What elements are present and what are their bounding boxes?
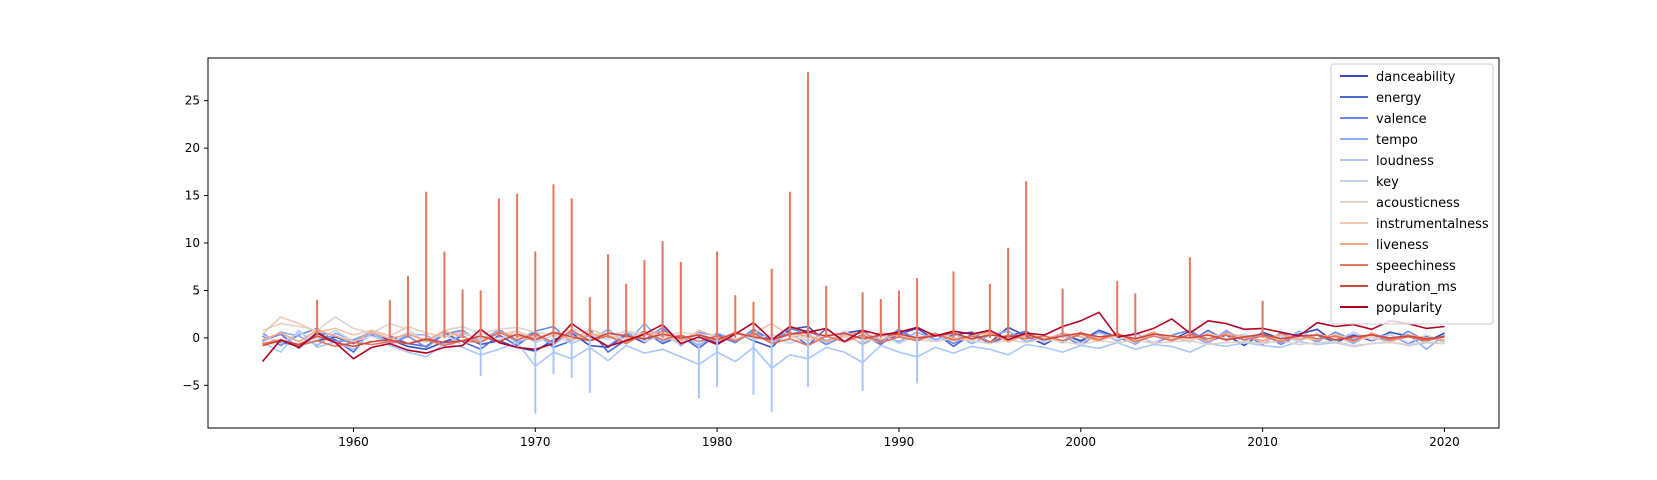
legend-label-key: key [1376,175,1399,190]
legend-box [1330,63,1494,325]
x-tick-label-2010: 2010 [1247,435,1278,449]
y-tick-label--5: −5 [182,378,200,392]
legend-label-loudness: loudness [1376,154,1434,169]
y-tick-label-25: 25 [185,94,200,108]
series-line-popularity [261,311,1445,363]
legend-label-tempo: tempo [1376,133,1418,148]
series-line-loudness [262,329,1445,370]
y-tick-label-20: 20 [185,141,200,155]
series-lines [261,72,1445,414]
legend-label-danceability: danceability [1376,70,1456,85]
legend-label-duration_ms: duration_ms [1376,280,1457,295]
y-axis: −5 0 5 10 15 20 25 [182,94,208,392]
legend: danceability energy valence tempo loudness ke… [1330,63,1494,325]
y-tick-label-5: 5 [192,283,200,297]
x-tick-label-1990: 1990 [884,435,915,449]
legend-label-liveness: liveness [1376,238,1429,253]
legend-label-popularity: popularity [1376,301,1442,316]
x-tick-label-1960: 1960 [338,435,369,449]
x-tick-label-2000: 2000 [1066,435,1097,449]
x-tick-label-1980: 1980 [702,435,733,449]
y-tick-label-0: 0 [192,331,200,345]
x-tick-label-1970: 1970 [520,435,551,449]
legend-label-instrumentalness: instrumentalness [1376,217,1489,232]
legend-label-speechiness: speechiness [1376,259,1456,274]
series-line-acousticness [262,316,1445,347]
x-axis: 1960 1970 1980 1990 2000 2010 2020 [338,428,1460,449]
legend-label-valence: valence [1376,112,1427,127]
series-line-liveness [262,329,1445,344]
x-tick-label-2020: 2020 [1429,435,1460,449]
y-tick-label-10: 10 [185,236,200,250]
y-tick-label-15: 15 [185,189,200,203]
legend-label-acousticness: acousticness [1376,196,1460,211]
legend-label-energy: energy [1376,91,1422,106]
